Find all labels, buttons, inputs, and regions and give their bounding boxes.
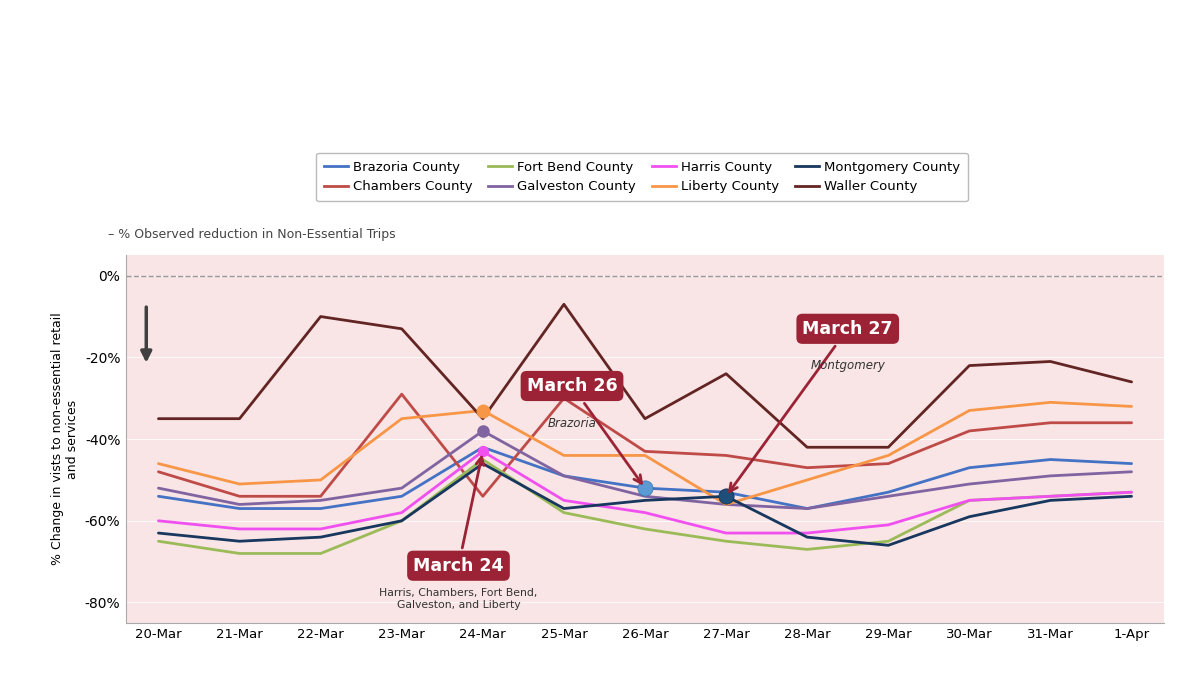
Text: Montgomery: Montgomery: [810, 359, 886, 372]
Text: March 24: March 24: [413, 457, 504, 575]
Text: Harris, Chambers, Fort Bend,
Galveston, and Liberty: Harris, Chambers, Fort Bend, Galveston, …: [379, 588, 538, 610]
Text: Reduction in trips to nonessential retail and services: Reduction in trips to nonessential retai…: [19, 102, 661, 121]
Legend: Brazoria County, Chambers County, Fort Bend County, Galveston County, Harris Cou: Brazoria County, Chambers County, Fort B…: [316, 152, 968, 201]
Text: March 27: March 27: [730, 319, 893, 491]
Text: Brazoria: Brazoria: [547, 417, 596, 429]
Text: March 26: March 26: [527, 377, 642, 483]
Text: – % Observed reduction in Non-Essential Trips: – % Observed reduction in Non-Essential …: [108, 228, 396, 241]
Text: COVID-19: Comparative mobility analysis: COVID-19: Comparative mobility analysis: [19, 29, 761, 60]
Y-axis label: % Change in vists to non-essential retail
and services: % Change in vists to non-essential retai…: [52, 313, 79, 565]
